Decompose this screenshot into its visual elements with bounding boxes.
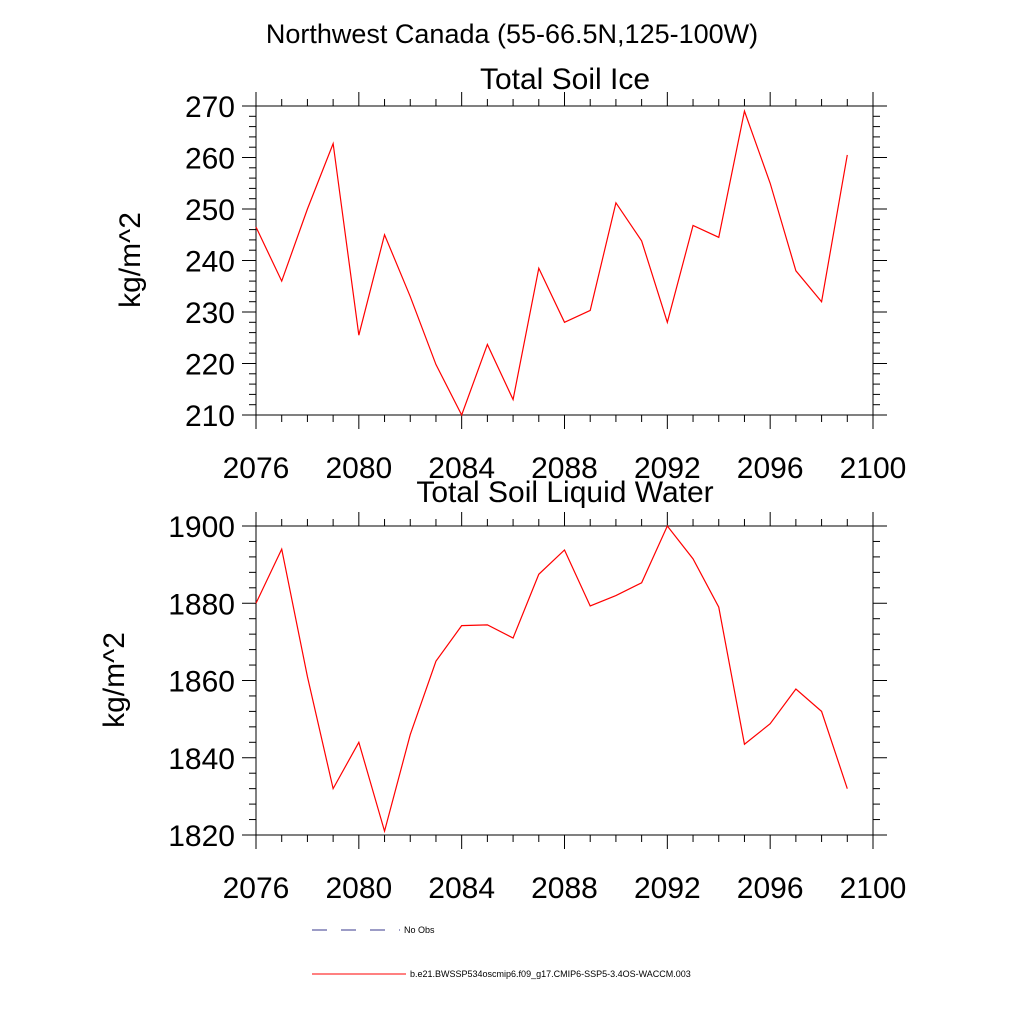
panel-title-soil-ice: Total Soil Ice [480, 63, 650, 96]
x-tick-label: 2080 [325, 872, 392, 905]
y-tick-label: 230 [185, 297, 235, 330]
series-line [255, 524, 848, 834]
y-tick-label: 250 [185, 194, 235, 227]
legend-label-no-obs: No Obs [404, 925, 435, 935]
y-tick-label: 1820 [168, 820, 235, 853]
y-tick-label: 1860 [168, 666, 235, 699]
x-tick-label: 2092 [634, 872, 701, 905]
chart-panel-soil-ice: Total Soil Ice kg/m^2 2076 2080 2084 2088 20… [114, 63, 906, 485]
x-tick-label: 2088 [531, 872, 598, 905]
x-tick-label: 2100 [840, 452, 907, 485]
y-tick-label: 270 [185, 91, 235, 124]
chart-panel-soil-liquid-water: Total Soil Liquid Water kg/m^2 2076 2080 2… [98, 476, 906, 905]
series-line [255, 108, 848, 417]
y-tick-label: 1900 [168, 511, 235, 544]
y-axis-label-soil-ice: kg/m^2 [114, 212, 147, 308]
x-tick-label: 2080 [325, 452, 392, 485]
x-tick-label: 2096 [737, 872, 804, 905]
figure-title: Northwest Canada (55-66.5N,125-100W) [266, 19, 758, 49]
y-tick-label: 1840 [168, 743, 235, 776]
x-tick-label: 2084 [428, 872, 495, 905]
legend: No Obs b.e21.BWSSP534oscmip6.f09_g17.CMI… [312, 925, 691, 979]
legend-label-model: b.e21.BWSSP534oscmip6.f09_g17.CMIP6-SSP5… [410, 969, 691, 979]
plot-frame [255, 525, 874, 836]
x-tick-label: 2076 [223, 872, 290, 905]
y-tick-label: 1880 [168, 588, 235, 621]
x-tick-label: 2092 [634, 452, 701, 485]
y-axis-label-soil-liquid-water: kg/m^2 [98, 632, 131, 728]
y-tick-label: 260 [185, 143, 235, 176]
y-tick-label: 240 [185, 246, 235, 279]
x-tick-label: 2096 [737, 452, 804, 485]
x-tick-label: 2084 [428, 452, 495, 485]
x-tick-label: 2100 [840, 872, 907, 905]
panel-title-soil-liquid-water: Total Soil Liquid Water [416, 476, 713, 509]
y-tick-label: 220 [185, 349, 235, 382]
x-tick-label: 2076 [223, 452, 290, 485]
y-tick-label: 210 [185, 400, 235, 433]
x-tick-label: 2088 [531, 452, 598, 485]
